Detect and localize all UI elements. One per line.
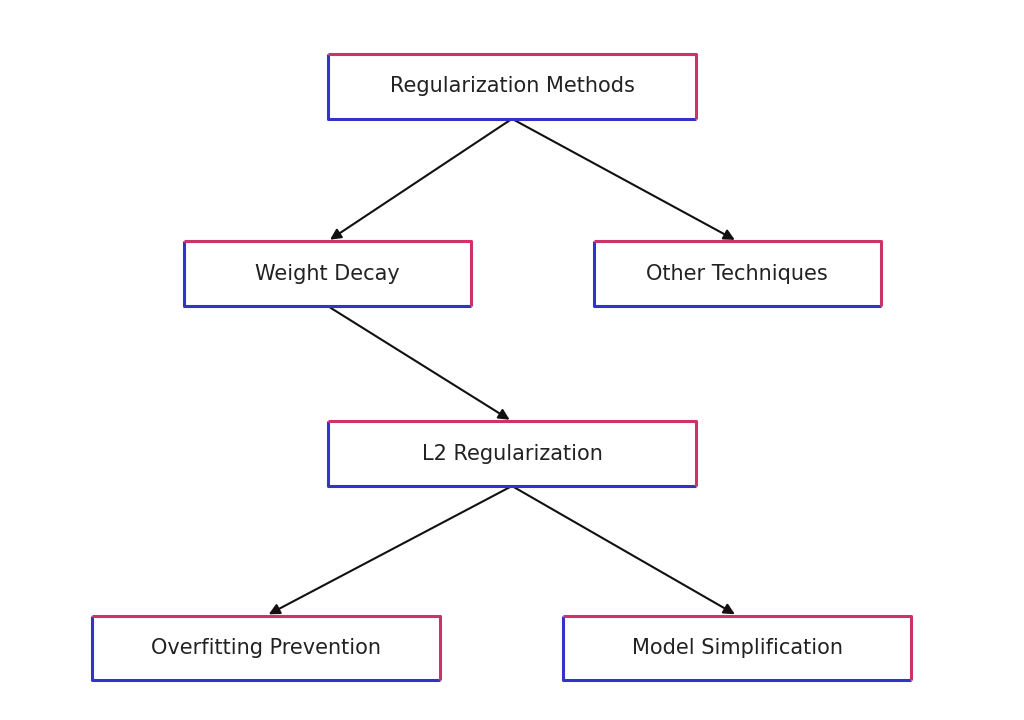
- Text: Model Simplification: Model Simplification: [632, 638, 843, 658]
- Text: L2 Regularization: L2 Regularization: [422, 444, 602, 464]
- Bar: [563, 616, 911, 680]
- Bar: [184, 241, 471, 306]
- Bar: [92, 616, 440, 680]
- Text: Other Techniques: Other Techniques: [646, 264, 828, 284]
- Bar: [328, 54, 696, 119]
- Bar: [594, 241, 881, 306]
- Text: Regularization Methods: Regularization Methods: [389, 76, 635, 96]
- Text: Overfitting Prevention: Overfitting Prevention: [152, 638, 381, 658]
- Bar: [328, 421, 696, 486]
- Text: Weight Decay: Weight Decay: [255, 264, 400, 284]
